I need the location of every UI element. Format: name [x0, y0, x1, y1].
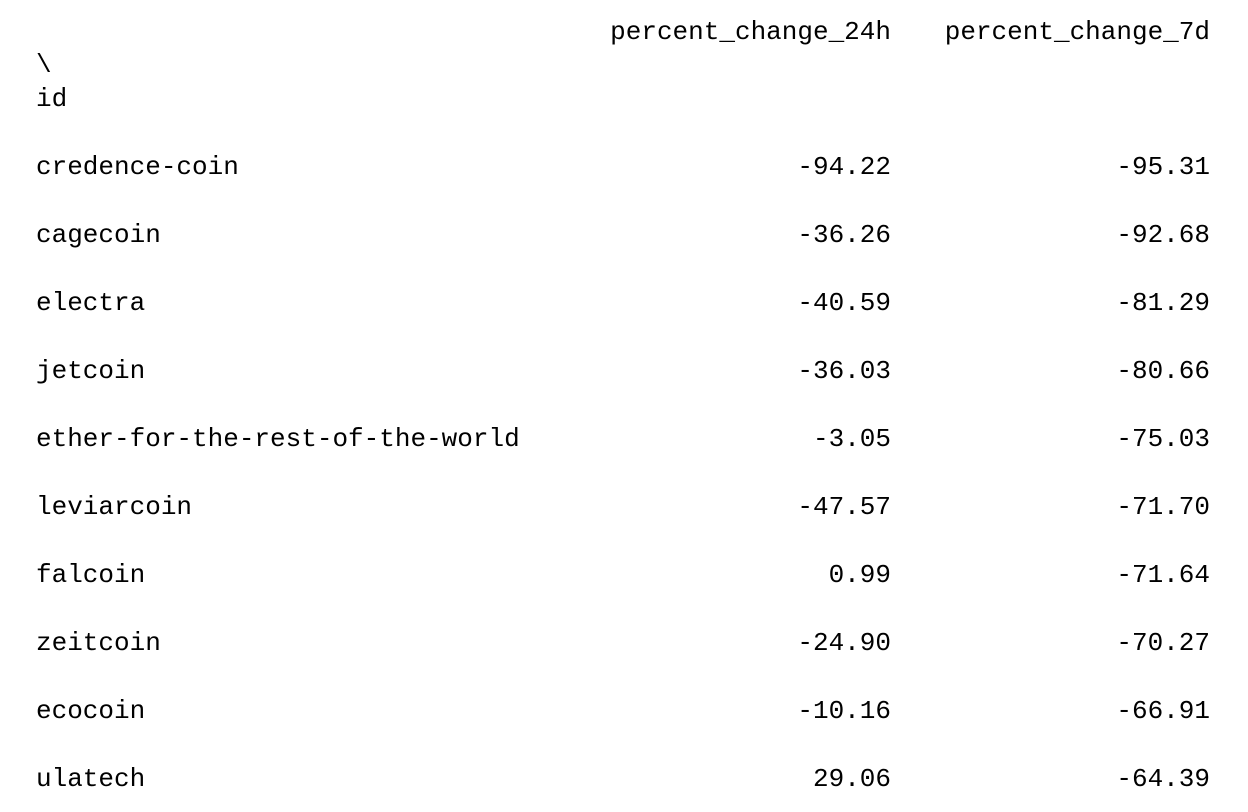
percent-change-7d-cell: -80.66: [1116, 356, 1210, 386]
percent-change-7d-cell: -75.03: [1116, 424, 1210, 454]
row-id-cell: jetcoin: [36, 356, 146, 386]
percent-change-24h-cell: 0.99: [828, 560, 891, 590]
percent-change-7d-cell: -66.91: [1116, 696, 1210, 726]
row-id-cell: ether-for-the-rest-of-the-world: [36, 424, 520, 454]
percent-change-7d-cell: -64.39: [1116, 764, 1210, 794]
percent-change-24h-cell: -3.05: [812, 424, 891, 454]
percent-change-7d-cell: -81.29: [1116, 288, 1210, 318]
percent-change-24h-cell: -36.26: [797, 220, 891, 250]
row-id-cell: credence-coin: [36, 152, 239, 182]
row-id-cell: electra: [36, 288, 146, 318]
percent-change-7d-cell: -95.31: [1116, 152, 1210, 182]
row-id-cell: zeitcoin: [36, 628, 161, 658]
percent-change-7d-cell: -71.64: [1116, 560, 1210, 590]
percent-change-7d-cell: -71.70: [1116, 492, 1210, 522]
column-header-percent-change-7d: percent_change_7d: [944, 17, 1210, 47]
row-id-cell: ulatech: [36, 764, 146, 794]
percent-change-24h-cell: -10.16: [797, 696, 891, 726]
percent-change-24h-cell: -40.59: [797, 288, 891, 318]
percent-change-7d-cell: -70.27: [1116, 628, 1210, 658]
row-id-cell: ecocoin: [36, 696, 146, 726]
column-header-percent-change-24h: percent_change_24h: [610, 17, 891, 47]
index-label-backslash: \: [36, 50, 52, 80]
percent-change-24h-cell: -24.90: [797, 628, 891, 658]
percent-change-24h-cell: -47.57: [797, 492, 891, 522]
row-id-cell: leviarcoin: [36, 492, 193, 522]
percent-change-24h-cell: 29.06: [812, 764, 891, 794]
percent-change-7d-cell: -92.68: [1116, 220, 1210, 250]
index-name: id: [36, 84, 68, 114]
percent-change-24h-cell: -94.22: [797, 152, 891, 182]
percent-change-24h-cell: -36.03: [797, 356, 891, 386]
row-id-cell: cagecoin: [36, 220, 161, 250]
row-id-cell: falcoin: [36, 560, 146, 590]
